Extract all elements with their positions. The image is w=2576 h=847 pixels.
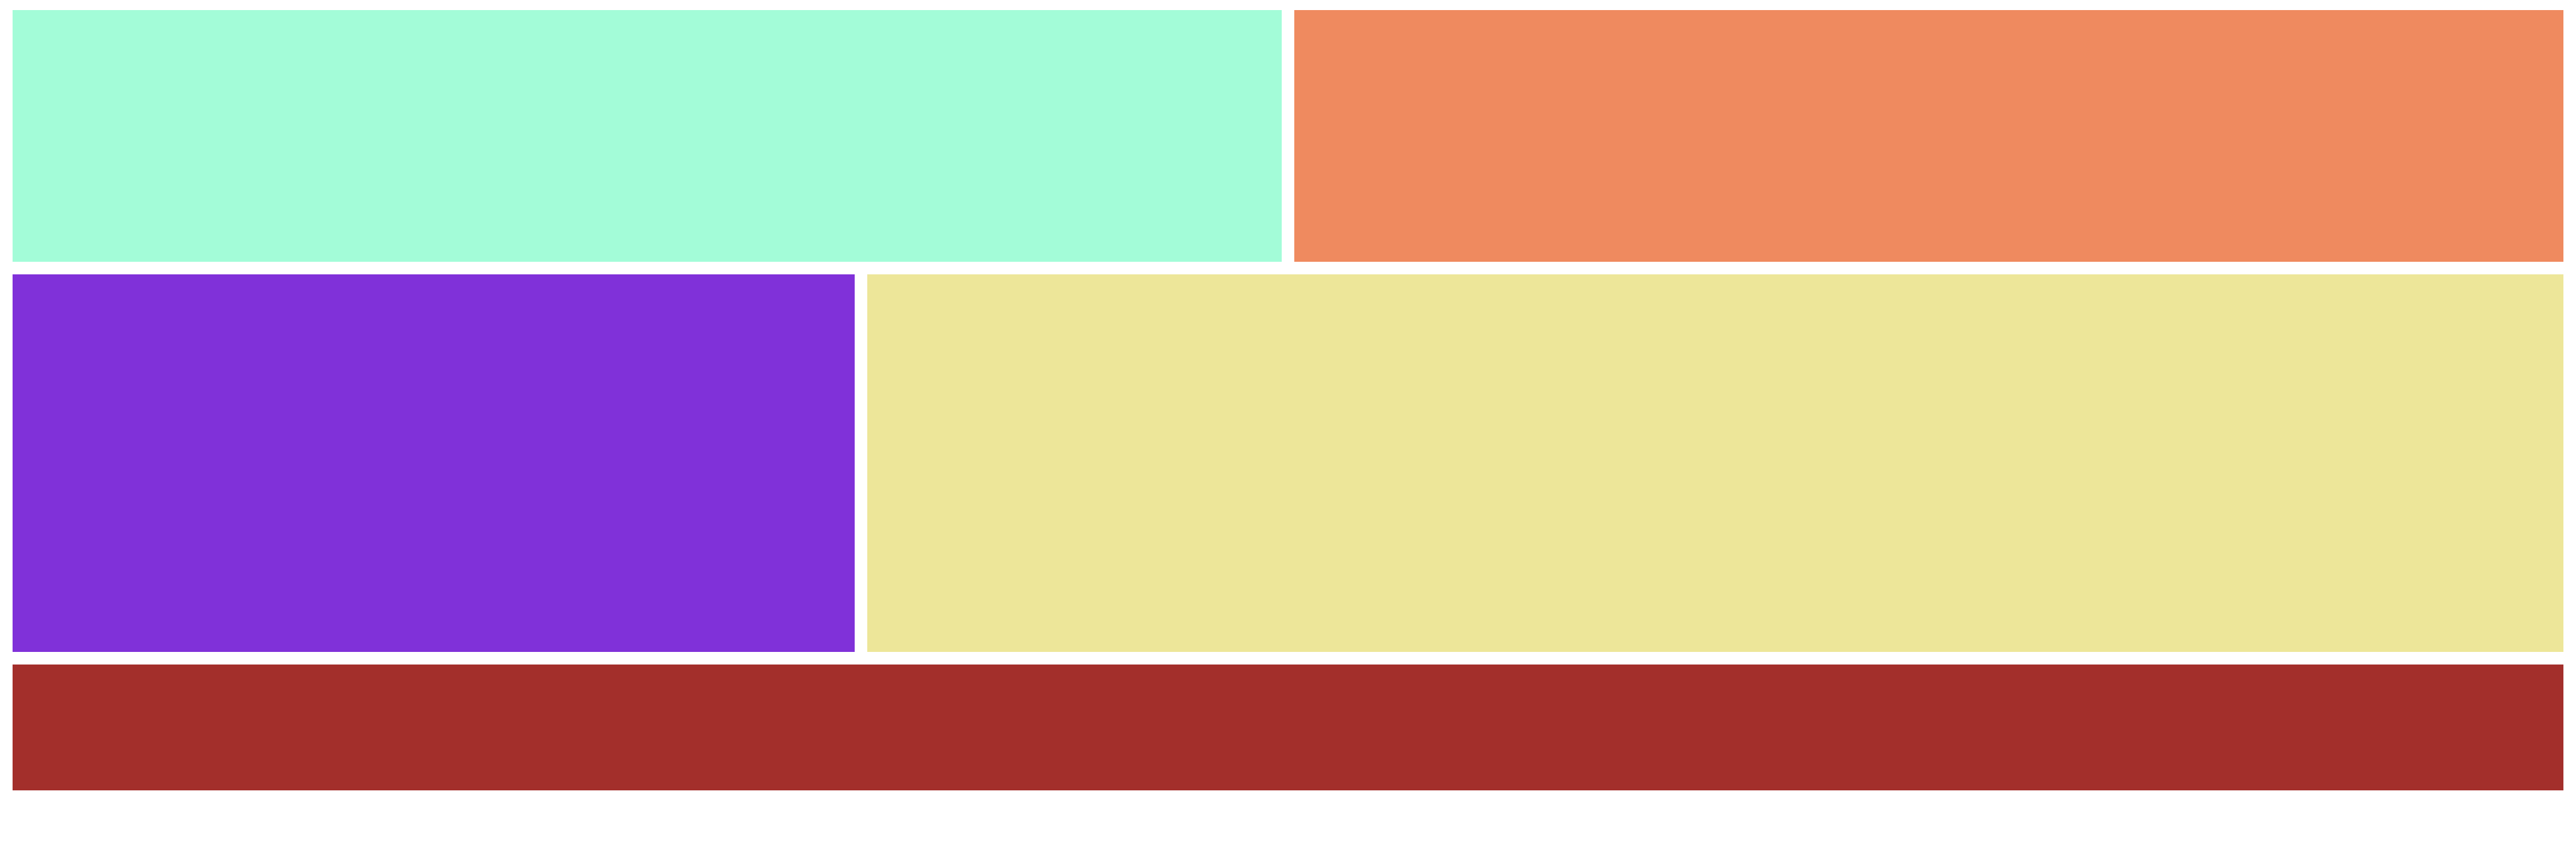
salmon-block bbox=[1294, 10, 2563, 262]
purple-block bbox=[13, 274, 855, 652]
brown-block bbox=[13, 665, 2563, 790]
mint-block bbox=[13, 10, 1282, 262]
khaki-block bbox=[867, 274, 2563, 652]
